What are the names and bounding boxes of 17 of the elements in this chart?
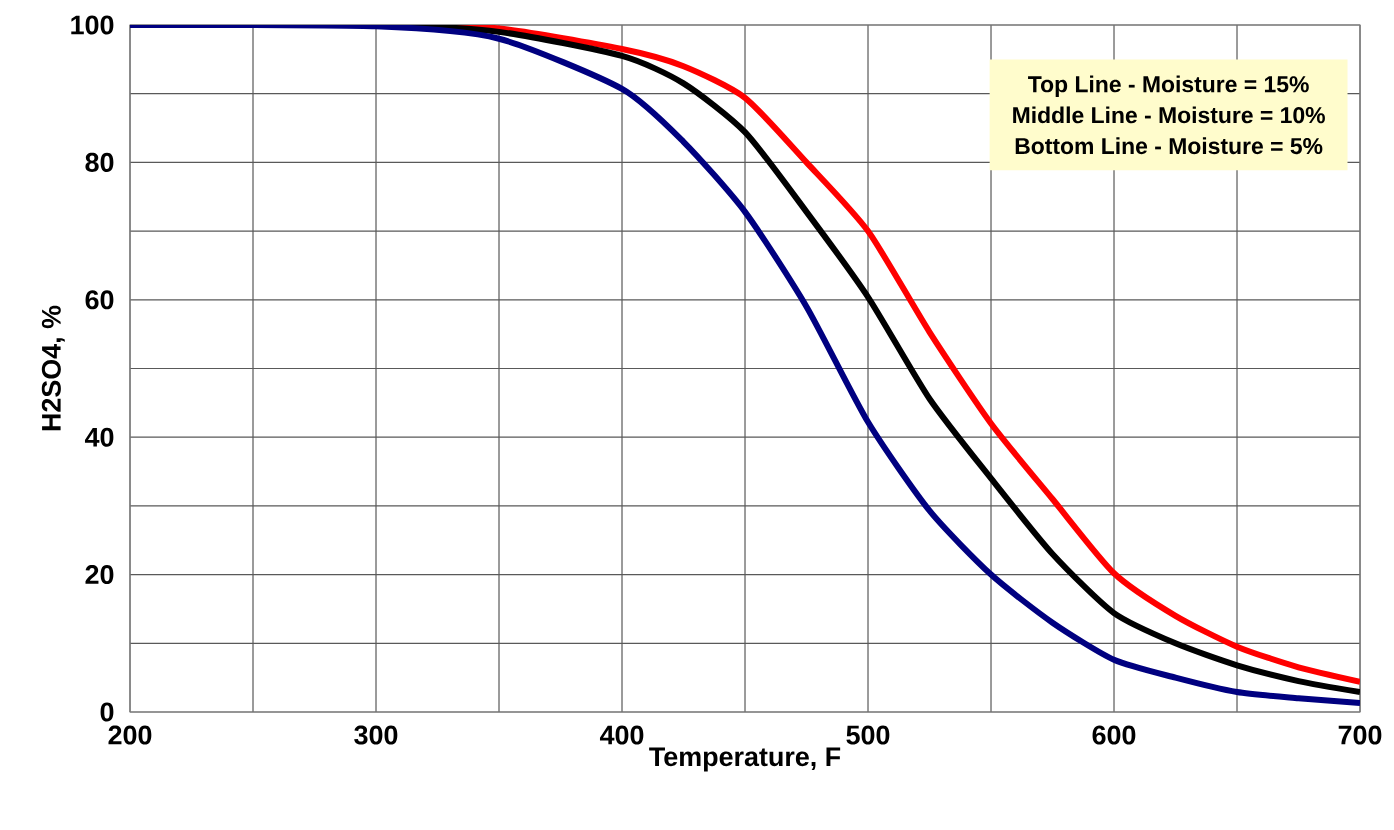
x-axis-title: Temperature, F bbox=[649, 747, 841, 772]
annotation: Top Line - Moisture = 15% bbox=[1028, 75, 1309, 97]
x-tick-label: 600 bbox=[1092, 725, 1136, 745]
annotation: Bottom Line - Moisture = 5% bbox=[1015, 137, 1323, 155]
x-tick-label: 300 bbox=[354, 725, 398, 745]
annotation: Middle Line - Moisture = 10% bbox=[1013, 106, 1325, 124]
y-tick-label: 20 bbox=[85, 565, 114, 585]
y-tick-label: 60 bbox=[85, 290, 114, 310]
y-tick-label: 100 bbox=[71, 15, 114, 35]
x-tick-label: 500 bbox=[846, 725, 890, 745]
x-tick-label: 400 bbox=[599, 725, 644, 745]
x-tick-label: 700 bbox=[1338, 725, 1382, 745]
y-tick-label: 0 bbox=[100, 702, 114, 722]
x-tick-label: 200 bbox=[108, 725, 152, 745]
y-tick-label: 40 bbox=[84, 427, 114, 447]
y-axis-title: H2SO4, % bbox=[41, 305, 65, 431]
y-tick-label: 80 bbox=[85, 152, 114, 172]
